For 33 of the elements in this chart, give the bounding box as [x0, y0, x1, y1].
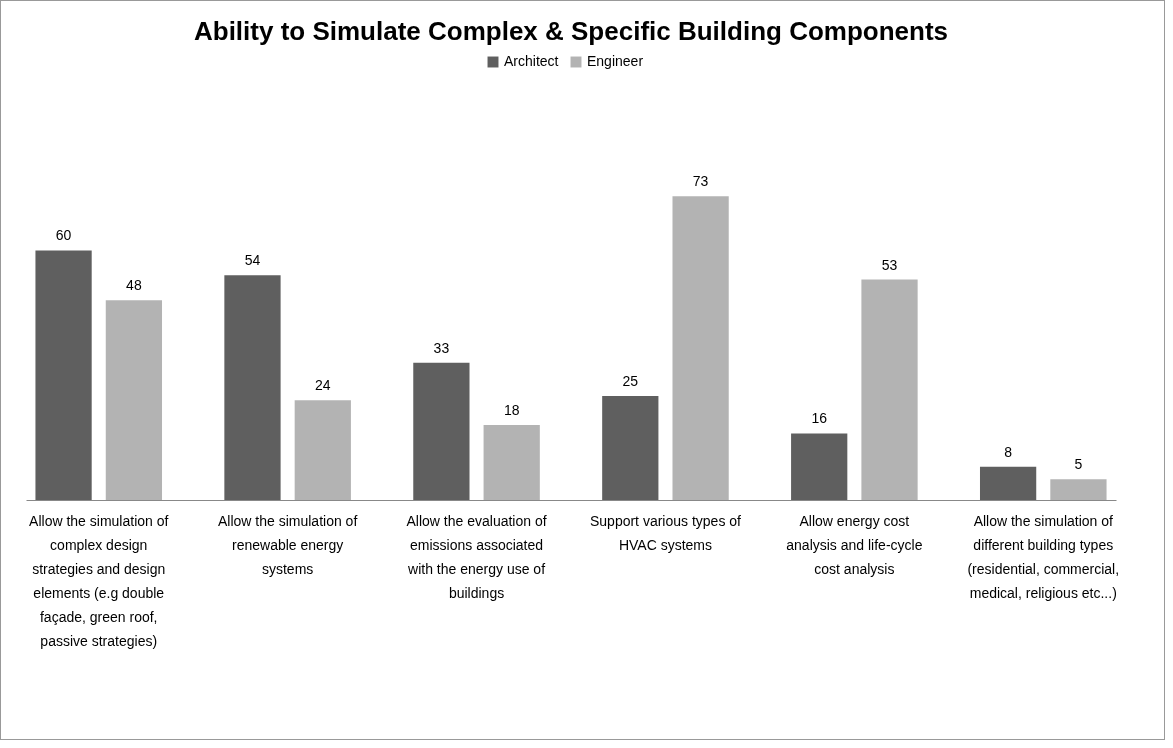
chart-title: Ability to Simulate Complex & Specific Building Components [193, 16, 949, 46]
data-label: 33 [433, 339, 450, 356]
legend-label: Architect [504, 53, 559, 69]
x-tick-label: Allow the simulation of complex design strategies and design elements (e.g double façade, green roof, passive strategies) [29, 512, 169, 649]
bar [224, 275, 281, 500]
legend-label: Engineer [587, 53, 644, 69]
bar [979, 466, 1037, 500]
x-tick-label: Allow the evaluation of emissions associated with the energy use of buildings [406, 512, 547, 601]
data-label: 24 [315, 377, 331, 394]
bar [35, 250, 92, 500]
data-label: 53 [881, 256, 898, 273]
bar [105, 300, 163, 500]
x-tick-label: Allow energy cost analysis and life-cycle cost analysis [786, 512, 923, 577]
data-label: 5 [1074, 456, 1083, 473]
data-label: 60 [55, 227, 72, 244]
x-tick-label: Allow the simulation of different building types (residential, commercial, medical, religious etc...) [967, 512, 1120, 601]
bar [483, 425, 540, 500]
bar [672, 196, 729, 500]
bar [294, 400, 351, 500]
data-label: 25 [622, 372, 639, 389]
data-label: 73 [692, 173, 709, 190]
data-label: 16 [811, 410, 828, 427]
x-tick-label: Allow the simulation of renewable energy systems [217, 512, 358, 577]
data-label: 54 [244, 252, 261, 269]
data-label: 48 [126, 277, 142, 294]
bar [861, 279, 918, 500]
data-label: 18 [503, 402, 520, 419]
bar [413, 362, 470, 500]
x-tick-label: Support various types of HVAC systems [589, 512, 742, 553]
bar [1050, 479, 1107, 500]
data-label: 8 [1004, 443, 1013, 460]
bar [791, 433, 848, 500]
bar [602, 395, 659, 500]
